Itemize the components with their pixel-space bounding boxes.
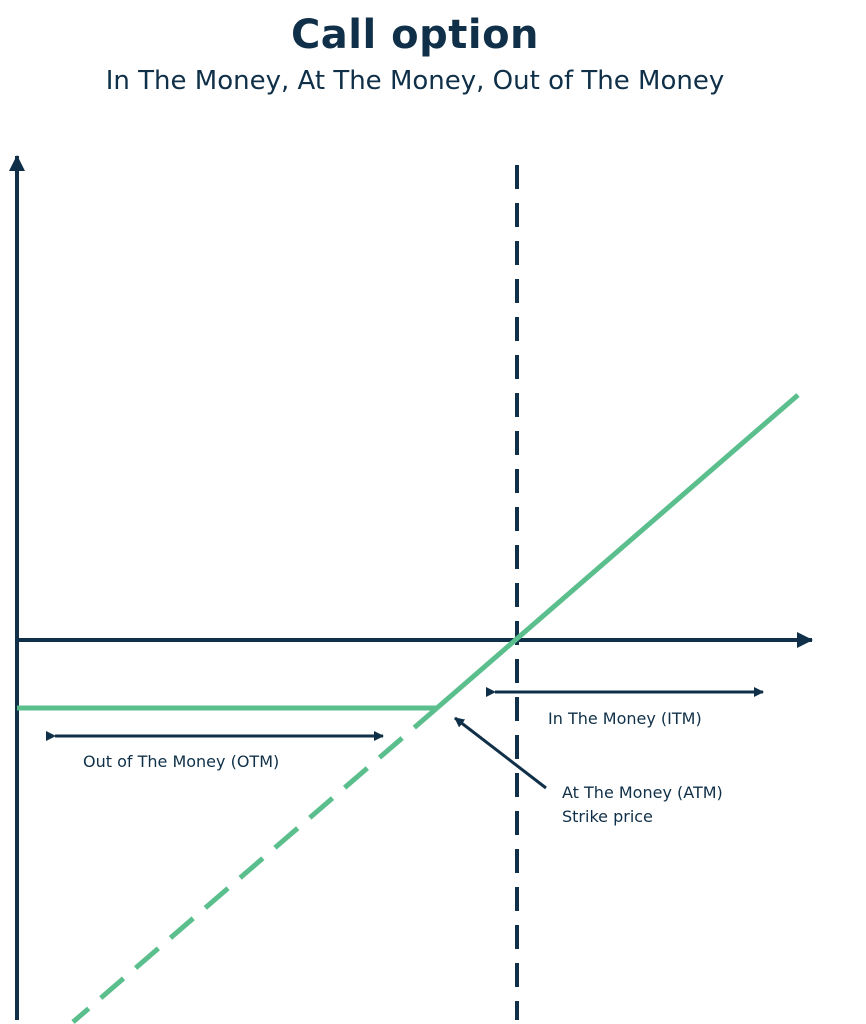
otm-label: Out of The Money (OTM) bbox=[83, 752, 279, 771]
itm-label: In The Money (ITM) bbox=[548, 709, 702, 728]
atm-label: At The Money (ATM) bbox=[562, 783, 723, 802]
payoff-extension-dashed bbox=[71, 706, 439, 1024]
strike-price-label: Strike price bbox=[562, 807, 653, 826]
atm-pointer-arrow bbox=[454, 716, 547, 790]
diagram-subtitle: In The Money, At The Money, Out of The M… bbox=[105, 66, 725, 96]
diagram-title: Call option bbox=[290, 12, 540, 58]
payoff-rising-line bbox=[435, 393, 800, 710]
